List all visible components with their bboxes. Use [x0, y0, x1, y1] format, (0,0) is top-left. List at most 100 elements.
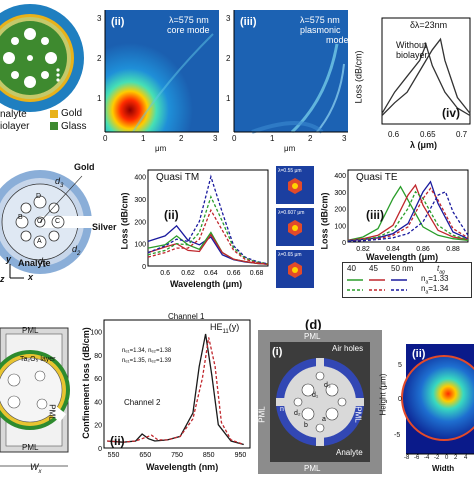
series-line-5 — [147, 208, 269, 265]
x-tick-label: 550 — [108, 452, 120, 459]
pml-label-right: PML — [353, 406, 363, 423]
xtick: 2 — [308, 134, 313, 143]
ytick: 1 — [97, 94, 102, 103]
ytick: 3 — [97, 14, 102, 23]
n-label: n — [280, 406, 284, 413]
y-tick-label: 100 — [90, 330, 102, 337]
plot-frame — [147, 169, 269, 267]
y-axis-label: Loss (dB/cm) — [319, 192, 330, 250]
legend-value: 40 — [347, 264, 356, 273]
pml-label-bottom: PML — [304, 464, 321, 473]
wx-sub: x — [38, 468, 42, 475]
wx-label: Wx — [30, 462, 42, 475]
y-tick-label: 300 — [134, 197, 146, 204]
delta-lambda-annotation: δλ=23nm — [410, 20, 448, 30]
legend-na2: na=1.34 — [421, 284, 448, 296]
d3-label: d₃ — [324, 382, 331, 389]
x-tick-label: 0.86 — [416, 246, 430, 253]
inset-field-3 — [276, 250, 314, 288]
analyte-label: Analyte — [18, 258, 51, 268]
a-label: a — [322, 416, 326, 423]
y-tick-label: 200 — [134, 219, 146, 226]
fiber-gold-glass-diagram — [0, 4, 84, 130]
na2-letter: n — [421, 284, 426, 293]
ytick: -5 — [394, 432, 401, 439]
legend-glass: Glass — [61, 121, 87, 132]
x-axis-label: Wavelength (μm) — [170, 279, 243, 289]
na1-value: =1.33 — [428, 274, 449, 283]
xtick: 0 — [103, 134, 108, 143]
y-tick-label: 300 — [334, 190, 346, 197]
fiber-gold-silver-diagram — [0, 170, 100, 279]
series-line-3 — [347, 190, 469, 242]
y-tick-label: 60 — [94, 376, 102, 383]
y-axis-label: Loss (dB/cm) — [353, 50, 364, 104]
y-tick-label: 80 — [94, 353, 102, 360]
series-line-3 — [147, 174, 269, 265]
xtick: 1 — [141, 134, 146, 143]
channel2-label: Channel 2 — [124, 398, 161, 407]
legend-value: 50 nm — [391, 264, 414, 273]
tm-field-insets: λ=0.55 μm λ=0.607 μm λ=0.65 μm — [276, 166, 316, 290]
y-tick-label: 100 — [334, 223, 346, 230]
na1-letter: n — [421, 274, 426, 283]
wx-letter: W — [30, 462, 39, 472]
y-tick-label: 400 — [134, 175, 146, 182]
panel-tag-iv: (iv) — [442, 106, 460, 120]
confinement-loss-chart: 550 650 750 850 950 100 80 60 40 20 0 — [90, 319, 251, 459]
x-tick-label: 0.66 — [227, 270, 241, 277]
y-tick-label: 200 — [334, 207, 346, 214]
pml-label-left: PML — [257, 406, 267, 423]
y-tick-label: 40 — [94, 399, 102, 406]
d3-letter: d — [55, 176, 61, 186]
inset-hex-3 — [288, 262, 302, 278]
na2-value: =1.34 — [428, 284, 449, 293]
series-line-0 — [381, 42, 471, 117]
y-tick-label: 0 — [342, 240, 346, 247]
pml-label-bottom: PML — [22, 443, 39, 452]
plot-frame — [103, 319, 251, 449]
x-tick-label: 950 — [235, 452, 247, 459]
xtick: 3 — [342, 134, 347, 143]
xlabel-text: Wavelength — [146, 462, 197, 472]
series-line-4 — [147, 195, 269, 265]
biolayer-loss-chart — [381, 17, 471, 125]
x-axis-label: λ (μm) — [410, 140, 438, 150]
chart-title: Quasi TE — [356, 172, 398, 183]
x-tick-label: 0.88 — [446, 246, 460, 253]
xtick: 3 — [213, 134, 218, 143]
fiber-gold-glass-panel: nalyte iolayer Gold Glass — [0, 0, 100, 138]
xtick: 0 — [445, 455, 449, 461]
channel1-label: Channel 1 — [168, 312, 205, 321]
panel-tag-i: (i) — [272, 346, 283, 358]
fiber-gold-silver-panel: Gold Silver Analyte d3 d2 d1 D B O C A y… — [0, 160, 122, 290]
hole-letter: D — [36, 193, 42, 200]
air-holes-label: Air holes — [332, 344, 364, 353]
inset-label-1: λ=0.55 μm — [278, 168, 302, 174]
xtick: 0 — [232, 134, 237, 143]
biolayer-loss-panel: δλ=23nm Without biolayer (iv) Loss (dB/c… — [354, 12, 474, 152]
x-axis-label: Width — [432, 464, 455, 473]
y-tick-label: 0 — [142, 264, 146, 271]
x-axis-label: Wavelength (μm) — [366, 252, 439, 262]
xlabel-unit: nm) — [201, 462, 219, 472]
panel-tag-ii: (ii) — [111, 16, 125, 28]
d3-sub: 3 — [60, 182, 64, 189]
x-tick-label: 0.84 — [386, 246, 400, 253]
xtick: 2 — [454, 455, 458, 461]
xtick: 2 — [179, 134, 184, 143]
air-hole-fiber-panel: (i) PML PML PML PML Air holes Analyte d₁… — [258, 330, 382, 474]
x-axis-label: μm — [155, 144, 167, 153]
series-line-0 — [347, 185, 469, 241]
y-axis-label: Loss (dB/cm) — [119, 192, 130, 250]
hole-letter: A — [37, 238, 42, 245]
core-mode-note: core mode — [167, 25, 210, 35]
chart-title: HE11(y) — [210, 322, 239, 335]
plasmonic-mode-field-map — [233, 10, 348, 134]
mode-note: mode — [326, 35, 349, 45]
d2-sub: 2 — [77, 250, 81, 257]
y-tick-label: 100 — [134, 242, 146, 249]
xtick: 0.6 — [388, 130, 400, 139]
d3-label: d3 — [55, 176, 63, 189]
xtick: -6 — [414, 455, 420, 461]
